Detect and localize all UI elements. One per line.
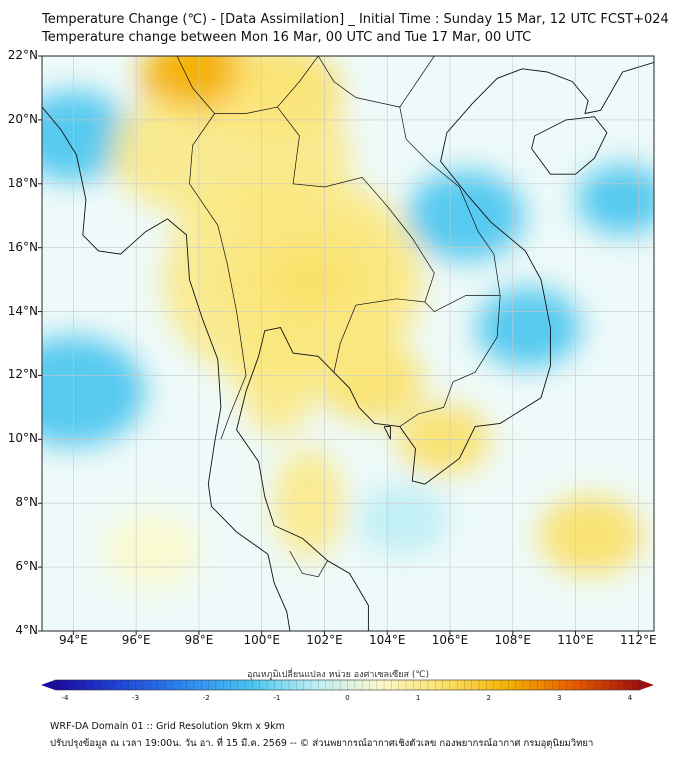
- lat-label: 4°N: [15, 623, 38, 637]
- colorbar-min-arrow: [41, 680, 55, 690]
- coastline: [531, 116, 608, 175]
- lon-label: 108°E: [494, 633, 532, 647]
- colorbar-max-arrow: [640, 680, 654, 690]
- warm-area: [102, 513, 202, 590]
- lat-label: 18°N: [7, 175, 38, 190]
- map-frame: [41, 55, 655, 632]
- colorbar-tick-label: -2: [202, 694, 210, 702]
- footer-update-info: ปรับปรุงข้อมูล ณ เวลา 19:00น. วัน อา. ที…: [50, 738, 594, 749]
- lat-label: 6°N: [15, 559, 38, 574]
- colorbar-tick-label: 0: [345, 694, 350, 702]
- lat-label: 16°N: [7, 239, 38, 254]
- lat-label: 10°N: [7, 431, 38, 446]
- coastline: [383, 426, 391, 440]
- colorbar: [41, 679, 654, 691]
- warm-area: [310, 303, 401, 384]
- lon-label: 110°E: [557, 633, 594, 647]
- lat-label: 22°N: [7, 48, 38, 62]
- cool-area: [42, 90, 132, 181]
- country-border: [277, 106, 435, 373]
- lon-label: 96°E: [121, 633, 151, 647]
- cool-area: [42, 336, 145, 447]
- colorbar-tick-label: -3: [132, 694, 140, 702]
- lat-label: 12°N: [7, 367, 38, 382]
- lon-label: 112°E: [620, 633, 657, 647]
- colorbar-tick-label: -1: [273, 694, 281, 702]
- country-border: [289, 550, 328, 578]
- colorbar-frame: [54, 679, 641, 691]
- lon-label: 98°E: [184, 633, 214, 647]
- colorbar-tick-label: 2: [486, 694, 491, 702]
- title-line-1: Temperature Change (℃) - [Data Assimilat…: [42, 12, 669, 27]
- cool-area: [407, 170, 525, 261]
- footer-model-info: WRF-DA Domain 01 :: Grid Resolution 9km …: [50, 721, 285, 732]
- cool-area: [577, 164, 654, 235]
- coastline: [236, 61, 654, 631]
- lat-label: 14°N: [7, 303, 38, 318]
- warm-area: [539, 495, 644, 576]
- colorbar-tick-label: 3: [557, 694, 562, 702]
- country-border: [189, 113, 247, 440]
- title-line-2: Temperature change between Mon 16 Mar, 0…: [42, 30, 532, 45]
- cool-area: [357, 484, 449, 555]
- colorbar-gradient: [55, 680, 640, 690]
- country-border: [424, 295, 501, 313]
- warm-area: [110, 81, 351, 222]
- colorbar-title: อุณหภูมิเปลี่ยนแปลง หน่วย องศาเซลเซียส (…: [246, 670, 430, 680]
- colorbar-tick-label: -4: [61, 694, 69, 702]
- lat-label: 20°N: [7, 111, 38, 126]
- lat-label: 8°N: [15, 495, 38, 510]
- lon-label: 104°E: [368, 633, 406, 647]
- warm-core: [270, 251, 347, 308]
- cool-area: [476, 287, 581, 368]
- colorbar-tick-label: 4: [627, 694, 633, 702]
- country-border: [399, 56, 435, 108]
- country-border: [176, 56, 319, 114]
- lon-label: 106°E: [431, 633, 469, 647]
- colorbar-tick-label: 1: [415, 694, 421, 702]
- lon-label: 100°E: [243, 633, 280, 647]
- lon-label: 94°E: [58, 633, 88, 647]
- coastline: [42, 106, 291, 631]
- lon-label: 102°E: [306, 633, 343, 647]
- country-border: [317, 56, 501, 427]
